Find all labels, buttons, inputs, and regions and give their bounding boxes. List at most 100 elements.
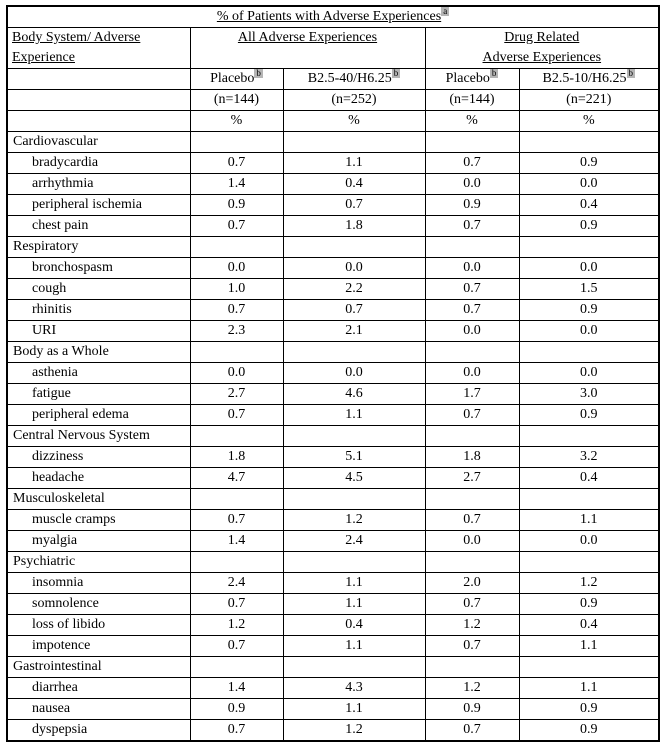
column-header-body-system: Body System/ Adverse Experience <box>6 27 191 69</box>
footnote-marker-b: b <box>489 68 499 79</box>
row-value: 0.0 <box>189 257 284 279</box>
percent-unit: % <box>282 110 426 132</box>
row-value: 5.1 <box>282 446 426 468</box>
category-row: Musculoskeletal <box>6 488 660 510</box>
row-value <box>282 131 426 153</box>
row-value: 0.9 <box>518 152 660 174</box>
adverse-experience-label: asthenia <box>6 362 191 384</box>
row-value: 0.0 <box>518 257 660 279</box>
adverse-experiences-table: % of Patients with Adverse Experiences a … <box>6 5 661 742</box>
n-count-treatment-all: (n=252) <box>282 89 426 111</box>
body-system-header-line1: Body System/ Adverse <box>12 30 141 45</box>
table-row: loss of libido 1.2 0.4 1.2 0.4 <box>6 614 660 636</box>
row-value: 0.7 <box>189 215 284 237</box>
row-value: 0.9 <box>189 194 284 216</box>
row-value <box>518 656 660 678</box>
row-value <box>518 488 660 510</box>
row-value <box>282 425 426 447</box>
row-value: 0.4 <box>518 614 660 636</box>
row-value: 0.4 <box>518 467 660 489</box>
adverse-experience-label: peripheral ischemia <box>6 194 191 216</box>
body-system-label: Body as a Whole <box>6 341 191 363</box>
body-system-label: Gastrointestinal <box>6 656 191 678</box>
row-value <box>518 341 660 363</box>
row-value: 4.3 <box>282 677 426 699</box>
row-value <box>282 236 426 258</box>
table-row: muscle cramps 0.7 1.2 0.7 1.1 <box>6 509 660 531</box>
table-row: diarrhea 1.4 4.3 1.2 1.1 <box>6 677 660 699</box>
table-row: cough 1.0 2.2 0.7 1.5 <box>6 278 660 300</box>
table-row: fatigue 2.7 4.6 1.7 3.0 <box>6 383 660 405</box>
row-value: 1.1 <box>282 635 426 657</box>
row-value <box>282 551 426 573</box>
body-system-label: Psychiatric <box>6 551 191 573</box>
row-value: 0.7 <box>424 593 520 615</box>
row-value: 1.1 <box>282 404 426 426</box>
table-row: dyspepsia 0.7 1.2 0.7 0.9 <box>6 719 660 742</box>
row-value: 0.0 <box>282 362 426 384</box>
adverse-experience-label: chest pain <box>6 215 191 237</box>
row-value: 0.0 <box>518 173 660 195</box>
footnote-marker-b: b <box>626 68 636 79</box>
table-row: peripheral edema 0.7 1.1 0.7 0.9 <box>6 404 660 426</box>
body-system-label: Cardiovascular <box>6 131 191 153</box>
row-value: 0.4 <box>518 194 660 216</box>
column-group-drug-related: Drug Related Adverse Experiences <box>424 27 660 69</box>
row-value: 0.0 <box>424 173 520 195</box>
row-value: 0.0 <box>282 257 426 279</box>
row-value <box>424 425 520 447</box>
row-value <box>424 551 520 573</box>
group-all-label: All Adverse Experiences <box>237 30 378 45</box>
category-row: Central Nervous System <box>6 425 660 447</box>
row-value: 0.7 <box>424 719 520 742</box>
row-value: 1.1 <box>282 698 426 720</box>
row-value: 0.0 <box>424 257 520 279</box>
group-header-row: Body System/ Adverse Experience All Adve… <box>6 27 660 69</box>
adverse-experience-label: dizziness <box>6 446 191 468</box>
row-value: 2.4 <box>189 572 284 594</box>
body-system-label: Central Nervous System <box>6 425 191 447</box>
row-value: 3.0 <box>518 383 660 405</box>
adverse-experience-label: fatigue <box>6 383 191 405</box>
row-value: 0.9 <box>518 299 660 321</box>
row-value <box>282 341 426 363</box>
row-value: 1.1 <box>282 152 426 174</box>
row-value <box>189 236 284 258</box>
table-row: insomnia 2.4 1.1 2.0 1.2 <box>6 572 660 594</box>
table-row: dizziness 1.8 5.1 1.8 3.2 <box>6 446 660 468</box>
table-row: chest pain 0.7 1.8 0.7 0.9 <box>6 215 660 237</box>
title-row: % of Patients with Adverse Experiences a <box>6 5 660 28</box>
row-value <box>189 341 284 363</box>
adverse-experience-label: headache <box>6 467 191 489</box>
row-value: 3.2 <box>518 446 660 468</box>
table-row: nausea 0.9 1.1 0.9 0.9 <box>6 698 660 720</box>
row-value: 0.7 <box>424 278 520 300</box>
row-value: 0.7 <box>282 299 426 321</box>
row-value <box>518 131 660 153</box>
category-row: Respiratory <box>6 236 660 258</box>
column-treatment-all: B2.5-40/H6.25 b <box>282 68 426 90</box>
row-value: 0.7 <box>189 299 284 321</box>
adverse-experience-label: impotence <box>6 635 191 657</box>
row-value: 2.2 <box>282 278 426 300</box>
row-value: 0.0 <box>518 530 660 552</box>
adverse-experience-label: loss of libido <box>6 614 191 636</box>
category-row: Psychiatric <box>6 551 660 573</box>
row-value: 2.7 <box>424 467 520 489</box>
adverse-experience-label: peripheral edema <box>6 404 191 426</box>
row-value: 1.1 <box>518 635 660 657</box>
percent-unit-row: % % % % <box>6 110 660 132</box>
table-row: arrhythmia 1.4 0.4 0.0 0.0 <box>6 173 660 195</box>
adverse-experience-label: URI <box>6 320 191 342</box>
adverse-experience-label: arrhythmia <box>6 173 191 195</box>
row-value: 1.1 <box>282 593 426 615</box>
row-value: 0.7 <box>424 152 520 174</box>
row-value <box>424 131 520 153</box>
row-value: 0.0 <box>518 362 660 384</box>
table-row: headache 4.7 4.5 2.7 0.4 <box>6 467 660 489</box>
row-value: 0.7 <box>189 152 284 174</box>
row-value: 0.9 <box>518 404 660 426</box>
row-value: 0.7 <box>424 509 520 531</box>
row-value: 0.7 <box>189 404 284 426</box>
